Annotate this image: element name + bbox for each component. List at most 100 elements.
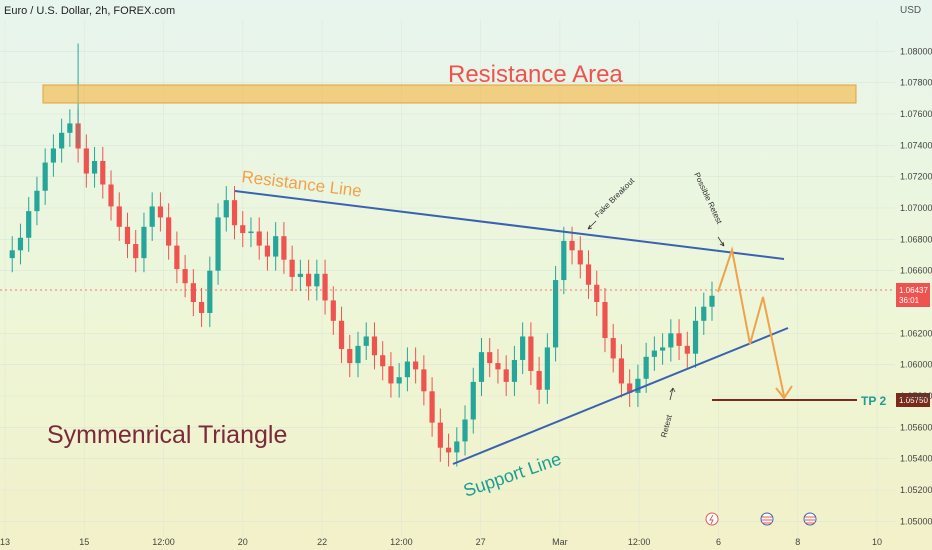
candle-body: [223, 200, 229, 218]
candle-body: [371, 336, 378, 356]
candle-body: [585, 264, 592, 285]
candle-body: [709, 295, 715, 307]
candle-body: [67, 123, 73, 133]
fake-breakout-arrow: [587, 220, 597, 230]
candle-body: [610, 338, 616, 359]
us-flag-event-icon: [760, 512, 774, 526]
candle-body: [322, 273, 328, 301]
price-tick-label: 1.05200: [900, 485, 932, 495]
candle-body: [627, 383, 633, 393]
resistance-line-label: Resistance Line: [241, 167, 363, 201]
resistance-area-zone: [42, 84, 857, 104]
retest-label: Retest: [659, 413, 674, 438]
support-line-label: Support Line: [461, 449, 564, 501]
candle-body: [264, 245, 271, 257]
time-tick-label: 20: [238, 537, 248, 547]
candle-body: [149, 206, 155, 227]
candle-body: [602, 302, 608, 339]
candle-body: [256, 231, 262, 246]
price-tick-label: 1.06600: [900, 266, 932, 276]
candle-body: [133, 244, 139, 259]
candle-body: [462, 419, 468, 442]
candle-body: [676, 333, 682, 346]
time-tick-label: 8: [795, 537, 800, 547]
candle-body: [17, 237, 24, 251]
candle-body: [684, 345, 690, 354]
candle-body: [281, 236, 287, 260]
possible-retest-label: Possible Retest: [692, 171, 724, 226]
candle-body: [83, 148, 89, 174]
candles: [9, 43, 715, 467]
bar-countdown-label: 36:01: [899, 296, 920, 305]
price-tick-label: 1.05600: [900, 422, 932, 432]
candle-body: [207, 270, 213, 313]
price-tick-label: 1.07400: [900, 140, 932, 150]
candle-body: [421, 369, 427, 392]
candle-body: [577, 250, 583, 265]
us-flag-stripes-icon-2: [805, 516, 815, 524]
grid-lines: [0, 20, 895, 537]
price-tick-label: 1.06000: [900, 360, 932, 370]
price-tick-label: 1.06800: [900, 234, 932, 244]
candle-body: [528, 336, 534, 371]
candle-body: [50, 148, 56, 163]
candle-body: [561, 240, 567, 281]
candle-body: [91, 161, 98, 174]
candle-body: [9, 250, 15, 259]
candle-body: [141, 226, 147, 259]
candle-body: [26, 211, 32, 238]
price-axis: 1.08000 1.07800 1.07600 1.07400 1.07200 1.070…: [900, 46, 932, 526]
tp2-price-box: [896, 393, 930, 407]
time-tick-label: Mar: [552, 537, 568, 547]
candle-body: [668, 333, 674, 348]
candle-body: [470, 381, 476, 420]
candle-body: [42, 162, 48, 191]
price-currency-label: USD: [900, 5, 922, 16]
price-tick-label: 1.07600: [900, 109, 932, 119]
candle-body: [643, 356, 649, 379]
price-tick-label: 1.07800: [900, 78, 932, 88]
time-tick-label: 13: [0, 537, 10, 547]
candle-body: [404, 361, 410, 378]
candle-body: [478, 352, 485, 382]
candle-body: [297, 273, 303, 277]
candle-body: [248, 231, 254, 234]
candle-body: [701, 306, 707, 321]
candle-body: [380, 355, 386, 367]
candle-body: [124, 226, 131, 245]
candle-body: [182, 269, 188, 284]
candle-body: [429, 391, 435, 423]
candle-body: [363, 336, 369, 346]
time-tick-label: 12:00: [152, 537, 175, 547]
candle-body: [618, 358, 625, 384]
candle-body: [396, 377, 402, 384]
candle-body: [100, 161, 106, 185]
time-tick-label: 27: [476, 537, 486, 547]
projected-path-arrowhead: [775, 385, 793, 400]
fake-breakout-label: Fake Breakout: [593, 176, 637, 220]
candle-body: [116, 206, 122, 227]
chart-header-title: Euro / U.S. Dollar, 2h, FOREX.com: [4, 5, 176, 17]
candle-body: [660, 347, 666, 351]
time-tick-label: 12:00: [390, 537, 413, 547]
resistance-line: [234, 190, 785, 260]
candle-body: [413, 361, 419, 370]
time-tick-label: 12:00: [628, 537, 651, 547]
candle-body: [651, 350, 657, 357]
time-tick-label: 22: [317, 537, 327, 547]
current-price-label: 1.06437: [899, 286, 928, 295]
candle-body: [330, 300, 336, 321]
candle-body: [314, 273, 320, 287]
us-flag-event-icon-2: [803, 512, 817, 526]
candle-body: [289, 259, 295, 277]
candle-body: [240, 225, 246, 234]
lightning-glyph-icon: [709, 514, 714, 525]
candle-body: [215, 217, 221, 271]
us-flag-stripes-icon: [762, 516, 772, 524]
candle-body: [190, 283, 196, 302]
price-tick-label: 1.07200: [900, 172, 932, 182]
candle-body: [635, 378, 641, 393]
price-tick-label: 1.05800: [900, 391, 932, 401]
